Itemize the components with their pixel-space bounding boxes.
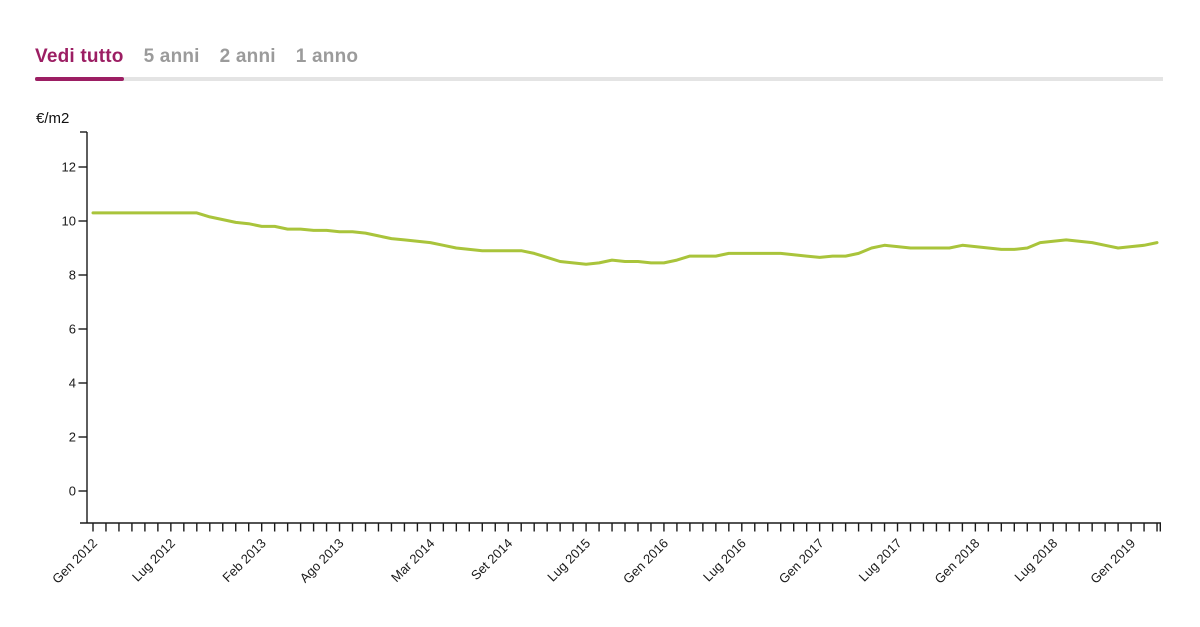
y-tick-label: 6 <box>69 322 76 337</box>
x-tick-label: Mar 2014 <box>388 536 437 585</box>
y-tick-label: 4 <box>69 376 76 391</box>
x-tick-label: Gen 2016 <box>620 536 671 587</box>
y-tick-label: 8 <box>69 268 76 283</box>
x-tick-label: Lug 2018 <box>1011 536 1060 585</box>
x-tick-label: Ago 2013 <box>297 536 347 586</box>
price-line <box>91 211 1159 266</box>
x-tick-label: Gen 2018 <box>932 536 983 587</box>
tab-2-anni[interactable]: 2 anni <box>219 46 276 67</box>
x-tick-label: Feb 2013 <box>219 536 268 585</box>
x-tick-label: Lug 2016 <box>700 536 749 585</box>
time-range-tabs: Vedi tutto 5 anni 2 anni 1 anno <box>35 0 1163 81</box>
y-tick-label: 10 <box>62 214 76 229</box>
y-tick-label: 0 <box>69 484 76 499</box>
x-tick-label: Set 2014 <box>468 536 515 583</box>
x-tick-label: Lug 2012 <box>129 536 178 585</box>
tab-5-anni[interactable]: 5 anni <box>143 46 200 67</box>
x-tick-label: Gen 2019 <box>1087 536 1138 587</box>
x-tick-label: Lug 2017 <box>856 536 905 585</box>
x-tick-label: Lug 2015 <box>544 536 593 585</box>
x-tick-label: Gen 2017 <box>776 536 827 587</box>
y-axis-unit-label: €/m2 <box>36 110 70 127</box>
tab-vedi-tutto[interactable]: Vedi tutto <box>35 46 124 81</box>
y-tick-label: 2 <box>69 430 76 445</box>
tab-1-anno[interactable]: 1 anno <box>295 46 359 67</box>
y-tick-label: 12 <box>62 160 76 175</box>
x-tick-label: Gen 2012 <box>49 536 100 587</box>
